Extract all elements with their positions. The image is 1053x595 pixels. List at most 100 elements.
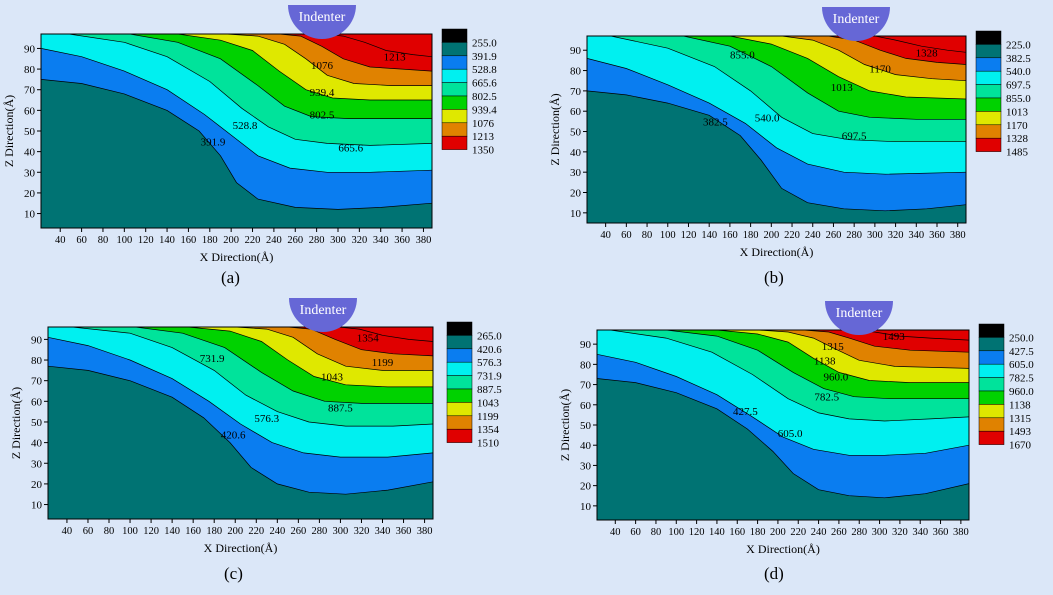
- y-tick-label: 60: [31, 396, 43, 408]
- x-tick-label: 80: [98, 235, 109, 246]
- x-axis-title: X Direction(Å): [740, 245, 814, 259]
- legend-level-label: 1354: [477, 424, 500, 436]
- y-tick-label: 20: [24, 188, 36, 200]
- contour-value-label: 1138: [814, 355, 836, 367]
- contour-value-label: 1076: [311, 60, 334, 72]
- legend-swatch: [446, 415, 473, 430]
- x-tick-label: 340: [908, 230, 924, 241]
- x-tick-label: 100: [116, 235, 132, 246]
- panel-caption-c: (c): [224, 564, 243, 583]
- x-tick-label: 40: [600, 230, 611, 241]
- x-tick-label: 200: [770, 527, 786, 538]
- legend-swatch: [978, 404, 1005, 419]
- y-tick-label: 40: [570, 147, 582, 159]
- contour-value-label: 782.5: [814, 392, 839, 404]
- contour-line: [235, 327, 433, 371]
- contour-line: [41, 48, 432, 173]
- contour-value-label: 576.3: [254, 413, 279, 425]
- legend-level-label: 1670: [1009, 440, 1032, 452]
- x-axis-title: X Direction(Å): [200, 250, 274, 264]
- y-tick-label: 30: [31, 458, 43, 470]
- contour-value-label: 887.5: [328, 403, 353, 415]
- legend-swatch: [978, 430, 1005, 445]
- x-tick-label: 180: [743, 230, 759, 241]
- y-tick-label: 30: [580, 460, 592, 472]
- y-tick-label: 50: [580, 420, 592, 432]
- legend-swatch: [975, 111, 1002, 126]
- legend-level-label: 225.0: [1006, 39, 1031, 51]
- legend-level-label: 1170: [1006, 120, 1028, 132]
- y-tick-label: 30: [24, 167, 36, 179]
- legend-level-label: 1213: [472, 131, 495, 143]
- x-tick-label: 120: [138, 235, 154, 246]
- contour-value-label: 1199: [372, 357, 394, 369]
- x-axis-title: X Direction(Å): [746, 542, 820, 556]
- legend-swatch: [446, 361, 473, 376]
- legend-swatch: [441, 82, 468, 97]
- y-axis-title: Z Direction(Å): [548, 93, 562, 165]
- y-tick-label: 80: [24, 64, 36, 76]
- indenter-shape: [822, 7, 890, 41]
- legend-swatch: [441, 109, 468, 124]
- x-tick-label: 180: [202, 235, 218, 246]
- y-tick-label: 60: [24, 105, 36, 117]
- contour-line: [41, 79, 432, 210]
- contour-value-label: 1170: [869, 64, 891, 76]
- y-tick-label: 40: [24, 147, 36, 159]
- legend-level-label: 605.0: [1009, 359, 1034, 371]
- contour-line: [72, 327, 433, 427]
- x-tick-label: 260: [831, 527, 847, 538]
- x-tick-label: 280: [312, 526, 328, 537]
- x-tick-label: 300: [872, 527, 888, 538]
- legend-swatch: [446, 375, 473, 390]
- x-tick-label: 180: [206, 526, 222, 537]
- x-tick-label: 280: [846, 230, 862, 241]
- indenter-label: Indenter: [300, 303, 347, 318]
- x-tick-label: 260: [290, 526, 306, 537]
- y-tick-label: 10: [570, 208, 582, 220]
- y-tick-label: 30: [570, 167, 582, 179]
- y-tick-label: 70: [570, 86, 582, 98]
- y-tick-label: 20: [570, 188, 582, 200]
- contour-line: [287, 327, 433, 357]
- contour-line: [177, 34, 432, 101]
- legend-swatch: [975, 97, 1002, 112]
- legend-level-label: 250.0: [1009, 332, 1034, 344]
- indenter-shape: [825, 301, 893, 335]
- x-tick-label: 220: [790, 527, 806, 538]
- x-tick-label: 100: [668, 527, 684, 538]
- contour-value-label: 382.5: [703, 116, 728, 128]
- indenter-label: Indenter: [299, 10, 346, 25]
- x-tick-label: 40: [62, 526, 73, 537]
- y-tick-label: 40: [31, 438, 43, 450]
- legend-level-label: 391.9: [472, 51, 497, 63]
- panel-caption-a: (a): [221, 268, 240, 287]
- plot-frame: [47, 326, 434, 520]
- x-tick-label: 40: [55, 235, 66, 246]
- legend-level-label: 528.8: [472, 64, 497, 76]
- contour-value-label: 427.5: [733, 406, 758, 418]
- x-tick-label: 380: [953, 527, 969, 538]
- contour-line: [325, 34, 432, 58]
- legend-level-label: 1485: [1006, 147, 1029, 159]
- y-tick-label: 10: [31, 500, 43, 512]
- contour-line: [803, 330, 969, 353]
- legend-swatch: [975, 124, 1002, 139]
- x-tick-label: 140: [701, 230, 717, 241]
- y-tick-label: 90: [580, 339, 592, 351]
- x-tick-label: 280: [851, 527, 867, 538]
- legend-swatch: [446, 348, 473, 363]
- contour-value-label: 1493: [883, 331, 906, 343]
- x-tick-label: 220: [784, 230, 800, 241]
- contour-value-label: 855.0: [730, 49, 755, 61]
- legend-swatch: [975, 44, 1002, 59]
- y-tick-label: 80: [580, 359, 592, 371]
- y-tick-label: 50: [570, 127, 582, 139]
- legend-level-label: 1043: [477, 397, 500, 409]
- x-tick-label: 140: [164, 526, 180, 537]
- legend-swatch: [978, 390, 1005, 405]
- y-tick-label: 70: [580, 380, 592, 392]
- contour-value-label: 802.5: [310, 109, 335, 121]
- x-tick-label: 240: [266, 235, 282, 246]
